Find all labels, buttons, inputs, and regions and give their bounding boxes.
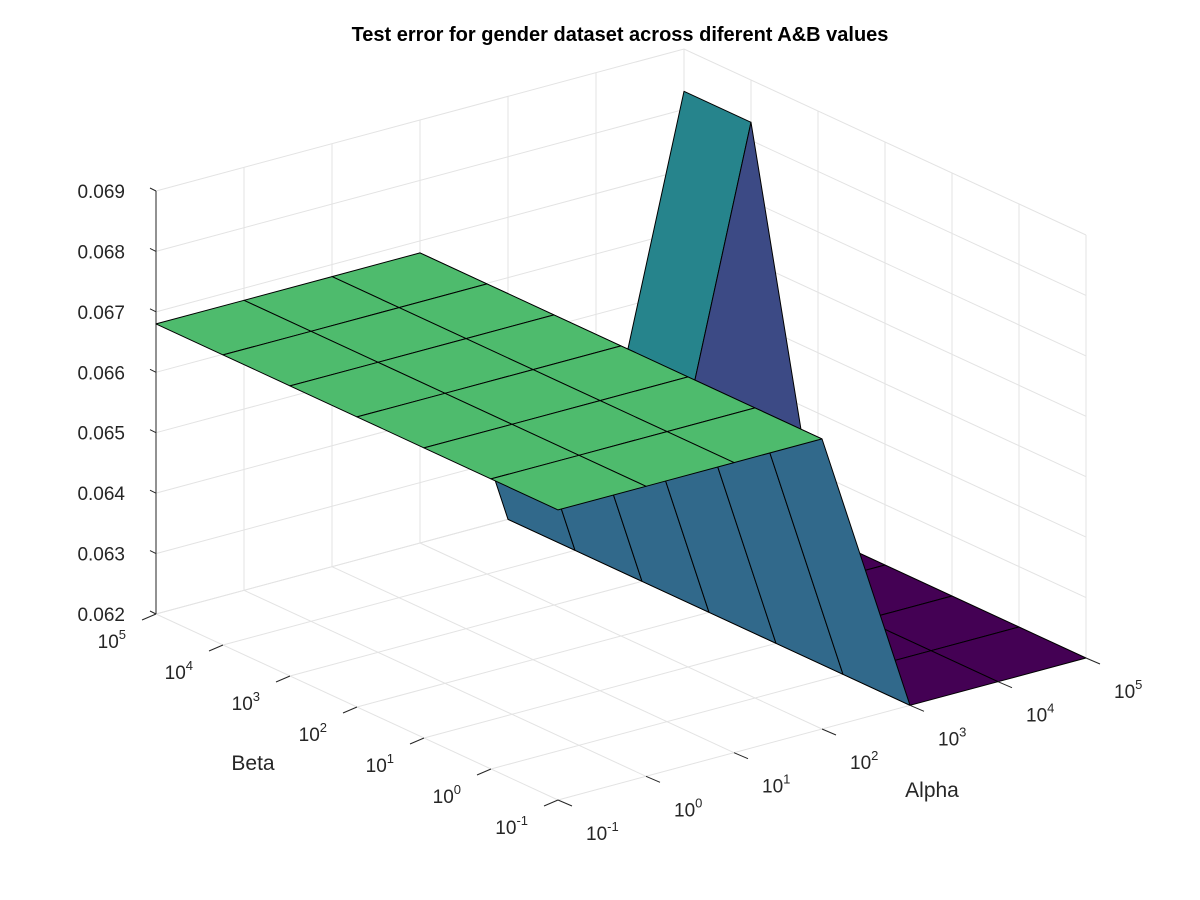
y-tick-mark	[141, 613, 157, 621]
z-tick-mark	[149, 247, 157, 252]
y-tick-label: 102	[299, 720, 327, 746]
y-tick-label: 104	[165, 658, 193, 684]
x-tick-mark	[645, 775, 661, 783]
z-tick-mark	[149, 489, 157, 494]
z-tick-label: 0.067	[77, 303, 125, 324]
x-tick-label: 103	[938, 724, 966, 750]
z-tick-label: 0.069	[77, 182, 125, 203]
x-tick-label: 102	[850, 748, 878, 774]
z-tick-mark	[149, 308, 157, 313]
x-tick-label: 100	[674, 795, 702, 821]
z-tick-mark	[149, 368, 157, 373]
x-axis-label: Alpha	[905, 779, 959, 802]
z-tick-label: 0.065	[77, 424, 125, 445]
z-tick-label: 0.063	[77, 545, 125, 566]
surface-cell	[490, 454, 647, 511]
x-tick-label: 10-1	[586, 819, 619, 845]
z-grid-line	[155, 48, 1087, 236]
z-tick-mark	[149, 429, 157, 434]
z-tick-mark	[149, 550, 157, 555]
y-tick-mark	[275, 675, 291, 683]
y-tick-label: 10-1	[495, 813, 528, 839]
y-axis-label: Beta	[231, 752, 275, 775]
z-tick-label: 0.062	[77, 605, 125, 626]
z-tick-label: 0.064	[77, 484, 125, 505]
x-tick-label: 104	[1026, 701, 1054, 727]
y-tick-mark	[208, 644, 224, 652]
y-tick-label: 100	[433, 782, 461, 808]
z-grid-line	[155, 108, 1087, 296]
x-tick-mark	[557, 799, 573, 807]
y-tick-mark	[409, 737, 425, 745]
z-tick-mark	[149, 187, 157, 192]
chart-title: Test error for gender dataset across dif…	[352, 24, 889, 46]
x-tick-mark	[997, 681, 1013, 689]
tick-labels: 0.062 0.063 0.064 0.065 0.066 0.067 0.068 0.069…	[77, 182, 1142, 845]
y-tick-mark	[543, 799, 559, 807]
z-tick-label: 0.066	[77, 363, 125, 384]
y-tick-mark	[342, 706, 358, 714]
y-tick-label: 101	[366, 751, 394, 777]
y-tick-label: 105	[98, 627, 126, 653]
x-tick-mark	[821, 728, 837, 736]
y-tick-label: 103	[232, 689, 260, 715]
x-tick-label: 105	[1114, 677, 1142, 703]
x-tick-mark	[1085, 657, 1101, 665]
y-tick-mark	[476, 768, 492, 776]
surface-plot	[155, 90, 1087, 706]
x-tick-label: 101	[762, 772, 790, 798]
x-tick-mark	[909, 704, 925, 712]
x-tick-mark	[733, 752, 749, 760]
z-tick-label: 0.068	[77, 242, 125, 263]
z-tick-mark	[149, 610, 157, 615]
